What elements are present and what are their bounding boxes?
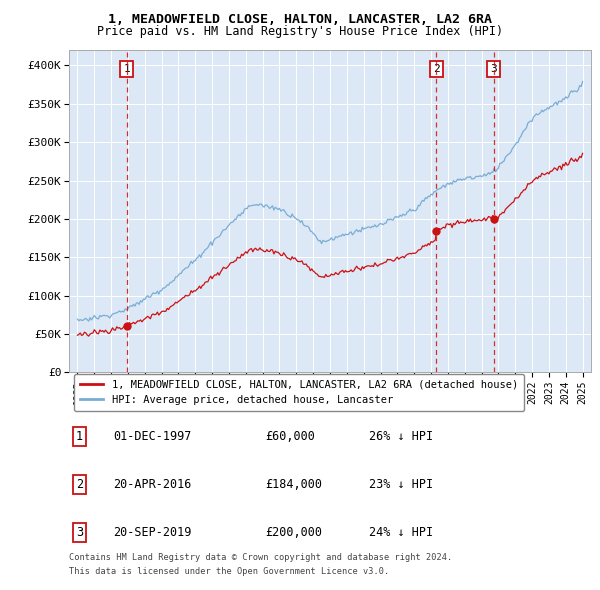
Text: Price paid vs. HM Land Registry's House Price Index (HPI): Price paid vs. HM Land Registry's House … [97, 25, 503, 38]
Text: 23% ↓ HPI: 23% ↓ HPI [369, 478, 433, 491]
Text: £184,000: £184,000 [265, 478, 322, 491]
Text: 3: 3 [490, 64, 497, 74]
Text: 26% ↓ HPI: 26% ↓ HPI [369, 430, 433, 443]
Text: 20-SEP-2019: 20-SEP-2019 [113, 526, 192, 539]
Text: 2: 2 [433, 64, 439, 74]
Text: 2: 2 [76, 478, 83, 491]
Text: £60,000: £60,000 [265, 430, 314, 443]
Text: This data is licensed under the Open Government Licence v3.0.: This data is licensed under the Open Gov… [69, 568, 389, 576]
Text: 24% ↓ HPI: 24% ↓ HPI [369, 526, 433, 539]
Text: 20-APR-2016: 20-APR-2016 [113, 478, 192, 491]
Text: 1: 1 [76, 430, 83, 443]
Legend: 1, MEADOWFIELD CLOSE, HALTON, LANCASTER, LA2 6RA (detached house), HPI: Average : 1, MEADOWFIELD CLOSE, HALTON, LANCASTER,… [74, 373, 524, 411]
Text: Contains HM Land Registry data © Crown copyright and database right 2024.: Contains HM Land Registry data © Crown c… [69, 553, 452, 562]
Text: 3: 3 [76, 526, 83, 539]
Text: 01-DEC-1997: 01-DEC-1997 [113, 430, 192, 443]
Text: 1: 1 [123, 64, 130, 74]
Text: £200,000: £200,000 [265, 526, 322, 539]
Text: 1, MEADOWFIELD CLOSE, HALTON, LANCASTER, LA2 6RA: 1, MEADOWFIELD CLOSE, HALTON, LANCASTER,… [108, 13, 492, 26]
